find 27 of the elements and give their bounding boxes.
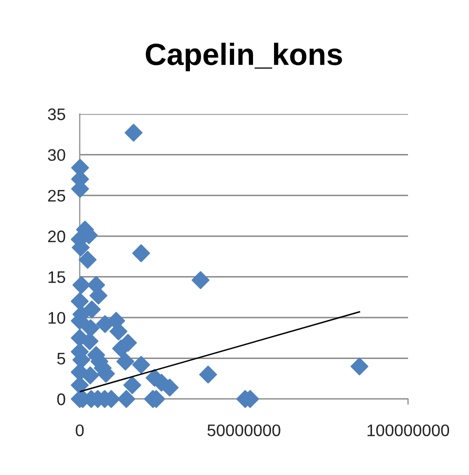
point xyxy=(132,244,150,262)
point xyxy=(70,292,89,310)
y-tick-label: 30 xyxy=(48,149,66,161)
point xyxy=(81,366,100,384)
x-tick-label: 0 xyxy=(76,424,84,436)
point xyxy=(124,124,142,142)
point xyxy=(350,358,368,376)
y-tick-label: 0 xyxy=(57,393,66,406)
point xyxy=(199,366,218,384)
point xyxy=(192,271,210,290)
point xyxy=(116,352,134,370)
x-tick-label: 50000000 xyxy=(207,424,280,436)
y-tick-label: 15 xyxy=(48,271,66,284)
y-tick-label: 35 xyxy=(48,108,66,120)
point xyxy=(96,315,114,333)
point xyxy=(82,319,100,338)
y-tick-label: 20 xyxy=(48,230,66,242)
x-tick-label: 100000000 xyxy=(368,424,450,436)
y-tick-label: 25 xyxy=(48,190,66,202)
point xyxy=(78,250,97,269)
y-tick-label: 5 xyxy=(57,352,66,364)
point xyxy=(132,356,150,374)
point xyxy=(117,390,136,408)
point xyxy=(72,276,90,294)
chart-title: Capelin_kons xyxy=(146,42,342,72)
point xyxy=(123,376,142,394)
y-tick-label: 10 xyxy=(48,312,66,324)
